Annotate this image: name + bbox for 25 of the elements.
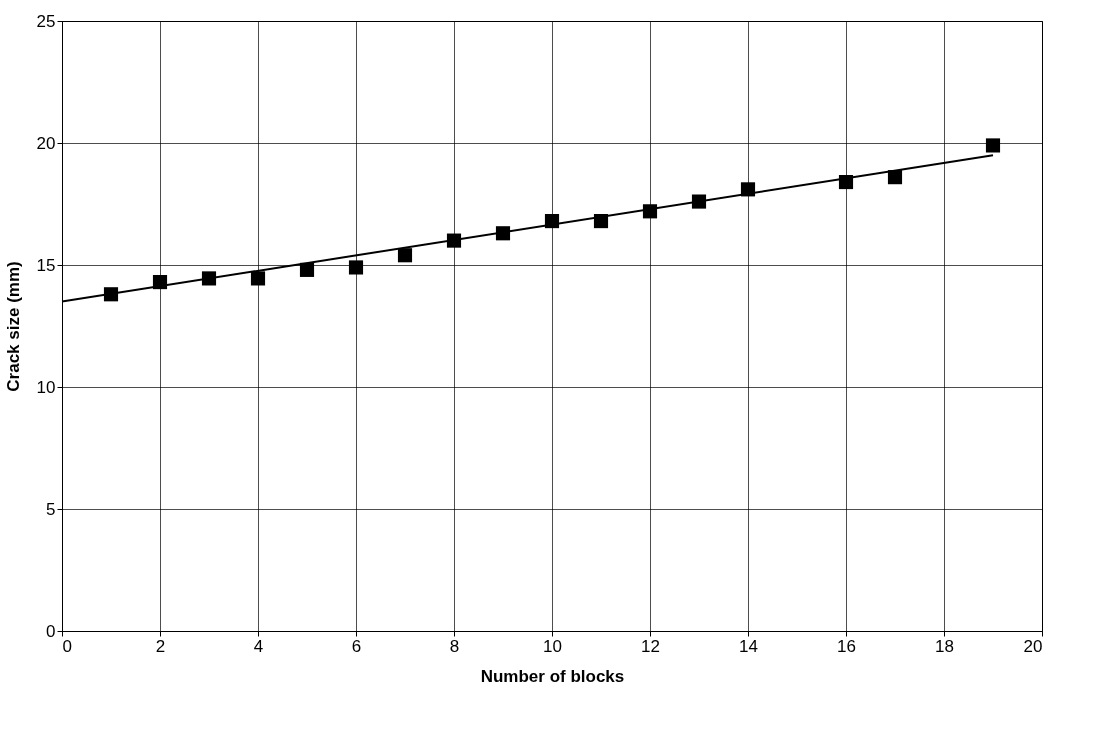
x-tick-label: 20: [1023, 636, 1043, 656]
point: [397, 248, 413, 263]
y-tick-label: 20: [36, 133, 56, 153]
y-tick-label: 15: [36, 255, 56, 275]
x-tick-label: 18: [935, 636, 954, 656]
y-tick-label: 10: [36, 377, 56, 397]
x-tick-label: 4: [253, 636, 264, 656]
point: [348, 260, 364, 275]
point: [299, 262, 315, 277]
x-tick-label: 10: [543, 636, 562, 656]
x-axis-title: Number of blocks: [480, 666, 625, 686]
point: [250, 271, 266, 286]
x-tick-label: 0: [62, 636, 72, 656]
x-tick-label: 8: [449, 636, 460, 656]
x-tick-label: 6: [351, 636, 362, 656]
y-tick-label: 5: [46, 499, 56, 519]
y-axis-title: Crack size (mm): [3, 261, 23, 392]
x-tick-label: 14: [739, 636, 758, 656]
y-tick-label: 0: [46, 621, 56, 641]
y-tick-label: 25: [36, 11, 56, 31]
point: [985, 138, 1001, 153]
x-tick-label: 2: [155, 636, 166, 656]
point: [691, 194, 707, 209]
x-tick-label: 16: [837, 636, 856, 656]
x-tick-label: 12: [641, 636, 660, 656]
